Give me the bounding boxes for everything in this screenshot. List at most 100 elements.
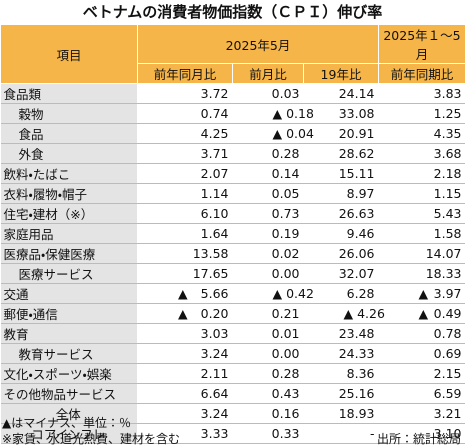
table-row: 外食 3.71 0.28 28.62 3.68: [0, 143, 465, 164]
value-cell: 6.64: [137, 383, 233, 404]
value-cell: 24.14: [303, 83, 379, 104]
value-cell: 0.28: [232, 143, 304, 164]
value-cell: 0.00: [232, 263, 304, 284]
value-cell: 14.07: [378, 243, 465, 264]
value-cell: 2.15: [378, 363, 465, 384]
table-row: 穀物 0.74 ▲ 0.18 33.08 1.25: [0, 103, 465, 124]
value-cell: 28.62: [303, 143, 379, 164]
value-cell: 26.06: [303, 243, 379, 264]
value-cell: 6.10: [137, 203, 233, 224]
note: ※家賃、水道光熱費、建材を含む: [2, 432, 181, 446]
value-cell: -: [303, 423, 379, 444]
table-row: 文化・スポーツ・娯楽 2.11 0.28 8.36 2.15: [0, 363, 465, 384]
value-cell: 1.64: [137, 223, 233, 244]
table-row: 食品 4.25 ▲ 0.04 20.91 4.35: [0, 123, 465, 144]
value-cell: 23.48: [303, 323, 379, 344]
value-cell: 18.93: [303, 403, 379, 424]
value-cell: ▲ 0.04: [232, 123, 314, 144]
value-cell: 13.58: [137, 243, 233, 264]
value-cell: 9.46: [303, 223, 379, 244]
value-cell: 20.91: [303, 123, 379, 144]
value-cell: 3.71: [137, 143, 233, 164]
value-cell: 3.68: [378, 143, 465, 164]
value-cell: 0.69: [378, 343, 465, 364]
value-cell: 2.11: [137, 363, 233, 384]
value-cell: 0.16: [232, 403, 304, 424]
value-cell: 3.33: [137, 423, 233, 444]
value-cell: 32.07: [303, 263, 379, 284]
value-cell: 3.24: [137, 343, 233, 364]
value-cell: ▲ 0.20: [137, 303, 233, 324]
table-row: 教育サービス 3.24 0.00 24.33 0.69: [0, 343, 465, 364]
value-cell: 8.97: [303, 183, 379, 204]
row-label: その他物品サービス: [0, 383, 138, 404]
table-row: 郵便・通信 ▲ 0.20 0.21 ▲ 4.26 ▲ 0.49: [0, 303, 465, 324]
value-cell: ▲ 4.26: [303, 303, 385, 324]
value-cell: 3.83: [378, 83, 465, 104]
row-label: 家庭用品: [0, 223, 138, 244]
value-cell: 0.01: [232, 323, 304, 344]
table-row: 家庭用品 1.64 0.19 9.46 1.58: [0, 223, 465, 244]
header-cell: 2025年１～5月: [378, 24, 465, 64]
value-cell: 3.24: [137, 403, 233, 424]
value-cell: 0.03: [232, 83, 304, 104]
table-row: 教育 3.03 0.01 23.48 0.78: [0, 323, 465, 344]
row-label: 住宅・建材（※）: [0, 203, 138, 224]
header-cell: 前月比: [232, 63, 304, 84]
row-label: 医療品・保健医療: [0, 243, 138, 264]
header-cell: 2025年5月: [137, 24, 379, 64]
note: ▲はマイナス、単位：％: [2, 416, 131, 430]
value-cell: 3.10: [378, 423, 465, 444]
row-label: 全体: [0, 403, 138, 424]
value-cell: ▲ 0.42: [232, 283, 314, 304]
value-cell: 1.58: [378, 223, 465, 244]
row-label: 食品: [0, 123, 138, 144]
table-row: 衣料・履物・帽子 1.14 0.05 8.97 1.15: [0, 183, 465, 204]
value-cell: 0.43: [232, 383, 304, 404]
row-label: 食品類: [0, 83, 138, 104]
header-cell: 項目: [0, 24, 138, 84]
value-cell: 18.33: [378, 263, 465, 284]
cpi-table: 項目 2025年5月 2025年１～5月 前年同月比 前月比 19年比 前年同期…: [0, 24, 465, 444]
value-cell: ▲ 0.18: [232, 103, 314, 124]
value-cell: 0.73: [232, 203, 304, 224]
value-cell: 5.43: [378, 203, 465, 224]
table-row: 医療品・保健医療 13.58 0.02 26.06 14.07: [0, 243, 465, 264]
value-cell: ▲ 5.66: [137, 283, 233, 304]
value-cell: 2.07: [137, 163, 233, 184]
value-cell: 3.72: [137, 83, 233, 104]
value-cell: 0.21: [232, 303, 304, 324]
value-cell: 0.78: [378, 323, 465, 344]
table-row: コアインフレ 3.33 0.33-3.10: [0, 423, 465, 444]
title: ベトナムの消費者物価指数（ＣＰＩ）伸び率: [82, 3, 383, 21]
value-cell: ▲ 0.49: [378, 303, 465, 324]
value-cell: 6.28: [303, 283, 379, 304]
value-cell: 3.03: [137, 323, 233, 344]
row-label: 外食: [0, 143, 138, 164]
table-row: その他物品サービス 6.64 0.43 25.16 6.59: [0, 383, 465, 404]
value-cell: 0.28: [232, 363, 304, 384]
header-cell: 前年同月比: [137, 63, 233, 84]
value-cell: 0.33: [232, 423, 304, 444]
value-cell: 6.59: [378, 383, 465, 404]
row-label: 文化・スポーツ・娯楽: [0, 363, 138, 384]
value-cell: 8.36: [303, 363, 379, 384]
value-cell: 26.63: [303, 203, 379, 224]
value-cell: 15.11: [303, 163, 379, 184]
row-label: 衣料・履物・帽子: [0, 183, 138, 204]
value-cell: 24.33: [303, 343, 379, 364]
table-body: 食品類 3.72 0.03 24.14 3.83 穀物 0.74 ▲ 0.18 33.08 1.2…: [0, 83, 465, 444]
table-row: 飲料・たばこ 2.07 0.14 15.11 2.18: [0, 163, 465, 184]
value-cell: 0.05: [232, 183, 304, 204]
value-cell: 4.25: [137, 123, 233, 144]
table-row: 交通 ▲ 5.66 ▲ 0.42 6.28 ▲ 3.97: [0, 283, 465, 304]
value-cell: 0.14: [232, 163, 304, 184]
value-cell: 0.02: [232, 243, 304, 264]
value-cell: ▲ 3.97: [378, 283, 465, 304]
value-cell: 0.74: [137, 103, 233, 124]
value-cell: 1.14: [137, 183, 233, 204]
row-label: 医療サービス: [0, 263, 138, 284]
row-label: 教育: [0, 323, 138, 344]
header-cell: 前年同期比: [378, 63, 465, 84]
